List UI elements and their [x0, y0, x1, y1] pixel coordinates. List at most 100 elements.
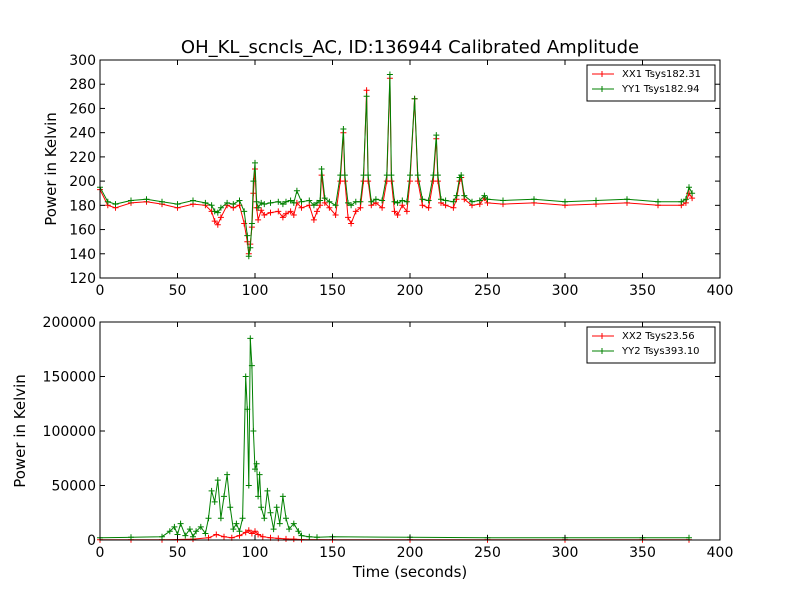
bottom-series-1-point-48 [306, 533, 313, 540]
top-series-0-point-66 [419, 202, 426, 209]
top-legend-label-yy1: YY1 Tsys182.94 [621, 84, 700, 95]
bottom-y-tick-label-3: 150000 [43, 370, 96, 386]
top-series-1-point-52 [365, 172, 372, 179]
top-x-tick-label-7: 350 [629, 283, 656, 299]
bottom-series-1-point-27 [245, 482, 252, 489]
bottom-legend-label-yy2: YY2 Tsys393.10 [621, 346, 700, 357]
bottom-legend-label-xx2: XX2 Tsys23.56 [622, 331, 695, 342]
bottom-series-1-point-20 [227, 504, 234, 511]
top-y-tick-label-2: 160 [69, 223, 96, 239]
top-series-1-point-62 [403, 198, 410, 205]
bottom-legend: XX2 Tsys23.56 YY2 Tsys393.10 [586, 326, 716, 364]
bottom-series-1-point-41 [276, 520, 283, 527]
top-series-1-point-19 [247, 244, 254, 251]
top-series-0-point-70 [434, 178, 441, 185]
top-series-1-point-1 [104, 198, 111, 205]
bottom-x-tick-label-4: 200 [397, 545, 424, 561]
top-series-1-point-76 [458, 172, 465, 179]
top-series-1-point-44 [340, 126, 347, 132]
top-legend-marker-xx1 [599, 71, 605, 77]
top-series-1-point-27 [267, 199, 274, 206]
top-series-0-point-27 [267, 209, 274, 216]
bottom-series-1-point-8 [186, 526, 193, 533]
top-series-1-point-65 [414, 172, 421, 179]
bottom-series-1-point-24 [239, 515, 246, 522]
bottom-series-1-point-13 [205, 515, 212, 522]
top-series-0-point-24 [255, 216, 262, 223]
top-series-1-point-81 [484, 196, 491, 203]
top-series-1-point-42 [332, 202, 339, 209]
bottom-series-1-point-19 [224, 471, 231, 478]
top-series-1-point-30 [283, 198, 289, 205]
top-series-1-point-40 [321, 195, 328, 202]
top-x-tick-label-1: 50 [169, 283, 187, 299]
bottom-ticks: 0 50 100 150 200 250 300 350 400 0 50000 100000 1500… [43, 315, 734, 561]
chart-title: OH_KL_scncls_AC, ID:136944 Calibrated Am… [181, 37, 639, 58]
top-series-1-point-54 [372, 196, 379, 203]
top-series-0-point-37 [314, 208, 320, 215]
top-series-0-point-59 [391, 208, 398, 215]
top-series-1-point-20 [248, 220, 255, 227]
bottom-series-1-point-37 [264, 487, 271, 494]
top-series-1-point-35 [306, 197, 313, 204]
bottom-series-1-point-49 [314, 534, 320, 541]
top-series-1-point-33 [293, 187, 300, 194]
top-series-1-point-11 [214, 209, 221, 216]
bottom-panel: 0 50 100 150 200 250 300 350 400 0 50000 100000 1500… [11, 315, 733, 581]
top-series-1-point-34 [298, 198, 305, 205]
top-series-1-point-32 [290, 199, 297, 206]
top-series-0-point-10 [211, 218, 218, 225]
top-series-1-point-51 [363, 93, 370, 100]
bottom-series-1-point-35 [258, 504, 265, 511]
bottom-series-0-point-12 [248, 530, 255, 537]
top-series-0-point-12 [217, 214, 224, 221]
top-series-1-point-85 [593, 197, 599, 204]
top-series-1-point-59 [391, 198, 398, 205]
bottom-series-1-point-22 [233, 520, 240, 527]
bottom-series-0-point-11 [245, 527, 252, 534]
top-series-1-point-12 [217, 204, 224, 211]
top-series-0-point-25 [258, 207, 265, 214]
top-series-0-point-65 [414, 178, 421, 185]
top-series-1-point-23 [253, 198, 260, 205]
bottom-series-0-point-14 [255, 531, 262, 538]
bottom-series-0-point-10 [242, 529, 249, 536]
top-series-0-point-48 [352, 208, 359, 215]
top-series-1-point-86 [624, 196, 630, 203]
top-series-0-point-41 [326, 204, 333, 211]
top-series-1-point-91 [689, 190, 696, 197]
top-series-1-point-77 [461, 192, 468, 199]
top-legend-entry-yy1: YY1 Tsys182.94 [592, 84, 700, 95]
bottom-series-1-point-43 [283, 515, 289, 522]
top-y-tick-label-8: 280 [69, 77, 96, 93]
top-series-1-point-47 [348, 202, 355, 209]
top-series-0-point-49 [357, 204, 364, 211]
top-series-1-point-6 [174, 201, 181, 208]
bottom-series-line-1 [99, 338, 689, 539]
top-series-1-point-3 [128, 197, 134, 204]
bottom-x-tick-label-5: 250 [474, 545, 501, 561]
top-series-1-point-22 [252, 159, 258, 166]
bottom-series-1-point-44 [286, 526, 293, 533]
bottom-series-1-point-33 [255, 493, 262, 500]
top-series-0-point-30 [283, 210, 289, 217]
bottom-series-1-point-3 [166, 528, 173, 535]
top-series-0-point-60 [394, 212, 401, 218]
top-series-1-point-25 [258, 199, 265, 206]
bottom-x-tick-label-6: 300 [552, 545, 579, 561]
bottom-series-1-point-9 [190, 533, 196, 540]
top-series-1-point-28 [275, 198, 282, 205]
top-y-tick-label-7: 260 [69, 101, 96, 117]
top-series-1-point-9 [208, 202, 215, 209]
top-series-0-point-73 [450, 204, 457, 211]
bottom-series-1-point-10 [193, 528, 200, 535]
top-series-0-point-62 [403, 208, 410, 215]
top-series-1-point-41 [326, 198, 333, 205]
top-series-1-point-24 [255, 204, 262, 211]
top-series-1-point-7 [190, 197, 196, 204]
bottom-y-tick-label-2: 100000 [43, 424, 96, 440]
top-series-1-point-88 [678, 198, 685, 205]
top-series-0-point-36 [310, 216, 317, 223]
top-legend-label-xx1: XX1 Tsys182.31 [622, 69, 701, 80]
